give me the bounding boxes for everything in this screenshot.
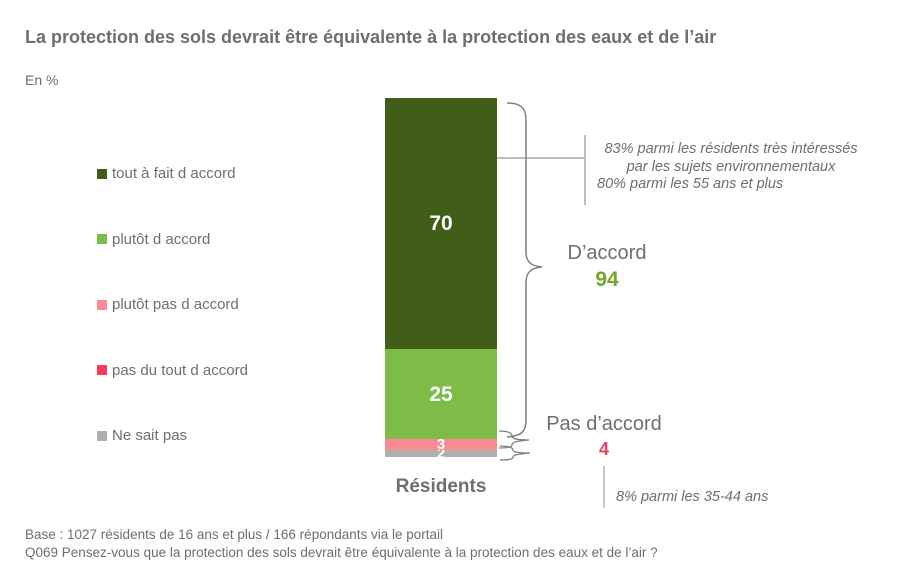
legend-item: plutôt d accord [97,230,211,248]
aggregate-pas-accord: Pas d’accord 4 [538,413,670,460]
annotation-top: 83% parmi les résidents très intéressés … [597,141,865,194]
aggregate-accord-label: D’accord [567,242,647,264]
legend-swatch-icon [97,299,107,310]
stacked-bar: 70 25 3 2 [385,98,497,461]
legend-label: pas du tout d accord [112,361,248,379]
pas-accord-brace-1-icon [498,430,530,449]
legend-swatch-icon [97,365,107,375]
annotation-top-line3: 80% parmi les 55 ans et plus [597,176,784,192]
legend-swatch-icon [97,168,107,179]
footer-base: Base : 1027 résidents de 16 ans et plus … [25,527,444,542]
legend-label: Ne sait pas [112,427,188,444]
legend-label: plutôt pas d accord [112,296,239,313]
bar-segment: 70 [385,98,497,350]
category-label: Résidents [395,476,487,497]
bar-value-label: 2 [436,444,446,462]
legend-label: plutôt d accord [112,230,211,248]
bar-segment: 3 [385,435,497,453]
aggregate-pas-accord-label: Pas d’accord [546,413,662,435]
bar-value-label: 3 [436,435,446,453]
bar-segment: 2 [385,446,497,461]
legend-item: Ne sait pas [97,427,188,444]
legend-item: tout à fait d accord [97,165,236,182]
pas-accord-brace-2-icon [499,445,531,461]
legend: tout à fait d accord plutôt d accord plutô… [97,165,357,456]
aggregate-accord: D’accord 94 [548,242,666,292]
legend-swatch-icon [97,430,107,441]
page-title: La protection des sols devrait être équi… [25,27,717,47]
annotation-bottom: 8% parmi les 35-44 ans [616,489,769,505]
legend-swatch-icon [97,234,107,244]
annotation-top-line2: par les sujets environnementaux [626,158,836,175]
bar-value-label: 70 [429,212,453,236]
annotation-top-line1: 83% parmi les résidents très intéressés [604,141,858,157]
bar-value-label: 25 [429,382,453,406]
annotation-rule-top [584,135,586,205]
bar-segment: 25 [385,349,497,440]
aggregate-accord-value: 94 [595,268,619,291]
legend-item: pas du tout d accord [97,361,248,379]
footer: Base : 1027 résidents de 16 ans et plus … [25,526,905,562]
footer-question: Q069 Pensez-vous que la protection des s… [25,545,658,560]
aggregate-pas-accord-value: 4 [598,439,609,459]
accord-brace-icon [506,102,543,438]
annotation-rule-bottom [603,466,605,508]
legend-item: plutôt pas d accord [97,296,239,313]
units-label: En % [25,72,59,88]
legend-label: tout à fait d accord [112,165,236,182]
